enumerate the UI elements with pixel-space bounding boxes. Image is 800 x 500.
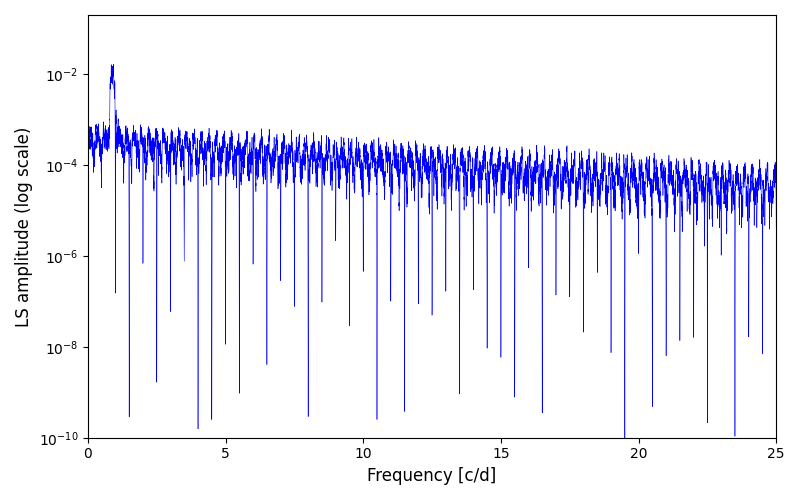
X-axis label: Frequency [c/d]: Frequency [c/d] xyxy=(367,467,497,485)
Y-axis label: LS amplitude (log scale): LS amplitude (log scale) xyxy=(15,126,33,326)
